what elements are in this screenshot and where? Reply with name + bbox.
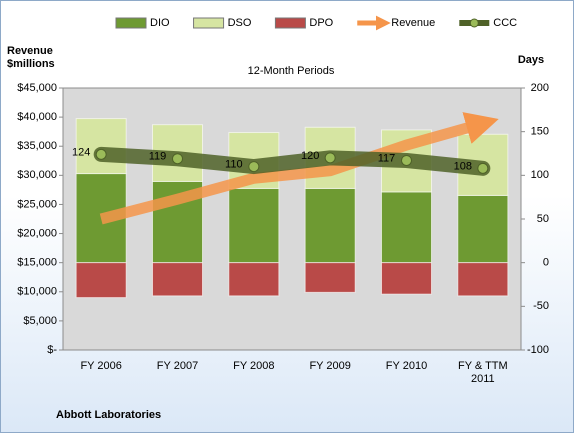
- y-tick-label: $20,000: [17, 227, 57, 239]
- bar-segment: [381, 191, 432, 264]
- legend-label: DIO: [150, 17, 170, 29]
- legend-label: Revenue: [391, 17, 435, 29]
- bar-segment: [75, 262, 127, 299]
- x-tick-label: FY 2008: [233, 360, 275, 372]
- bar-segment: [381, 262, 432, 295]
- legend-swatch: [274, 17, 306, 29]
- bar-segment: [228, 187, 280, 264]
- y-tick-label: $10,000: [17, 286, 57, 298]
- x-tick-label: FY 2007: [156, 360, 199, 372]
- y-tick-label: $30,000: [17, 169, 57, 181]
- bar-segment: [152, 262, 203, 297]
- y2-tick-label: 50: [537, 213, 549, 225]
- bar-segment: [75, 118, 127, 175]
- x-tick-label: FY 2010: [385, 360, 428, 372]
- y-tick-label: $40,000: [17, 111, 57, 123]
- bar-segment: [304, 187, 356, 264]
- legend-label: DPO: [309, 17, 333, 29]
- chart-title: 12-Month Periods: [248, 65, 335, 77]
- y2-tick-label: 0: [543, 257, 549, 269]
- ccc-marker: [401, 154, 412, 166]
- ccc-marker: [324, 152, 336, 164]
- data-label: 124: [72, 146, 90, 158]
- revenue-arrow: [99, 112, 499, 225]
- bar-segment: [457, 194, 509, 264]
- x-tick-label: FY 2009: [309, 360, 351, 372]
- ccc-marker: [248, 161, 260, 173]
- ccc-marker: [477, 162, 489, 174]
- legend-swatch: [469, 18, 479, 28]
- data-label: 110: [225, 159, 243, 171]
- data-label: 120: [301, 150, 319, 162]
- y2-tick-label: -50: [533, 300, 549, 312]
- y-tick-label: $45,000: [17, 82, 57, 94]
- bar-segment: [228, 262, 280, 297]
- data-label: 117: [378, 152, 396, 164]
- footer: Abbott Laboratories: [56, 409, 161, 421]
- ccc-marker: [95, 148, 107, 160]
- bar-segment: [304, 262, 356, 293]
- y-tick-label: $35,000: [17, 140, 57, 152]
- legend-label: DSO: [228, 17, 252, 29]
- y-tick-label: $-: [47, 344, 57, 356]
- x-tick-label: FY 2006: [80, 360, 122, 372]
- data-label: 119: [149, 151, 167, 163]
- y2-axis-title: Days: [518, 54, 544, 66]
- y-axis-title: Revenue $millions: [7, 45, 55, 70]
- bar-segment: [457, 262, 509, 297]
- ccc-marker: [172, 153, 183, 165]
- legend-swatch: [193, 17, 225, 29]
- y2-tick-label: -100: [527, 344, 549, 356]
- x-tick-label: FY & TTM 2011: [457, 360, 508, 385]
- legend-label: CCC: [493, 17, 517, 29]
- y-tick-label: $5,000: [23, 315, 57, 327]
- y-tick-label: $25,000: [17, 198, 57, 210]
- y2-tick-label: 200: [531, 82, 549, 94]
- y2-tick-label: 150: [531, 126, 549, 138]
- y2-tick-label: 100: [531, 169, 549, 181]
- data-label: 108: [454, 160, 472, 172]
- y-tick-label: $15,000: [17, 257, 57, 269]
- ccc-line: [93, 146, 491, 176]
- legend-swatch: [115, 17, 147, 29]
